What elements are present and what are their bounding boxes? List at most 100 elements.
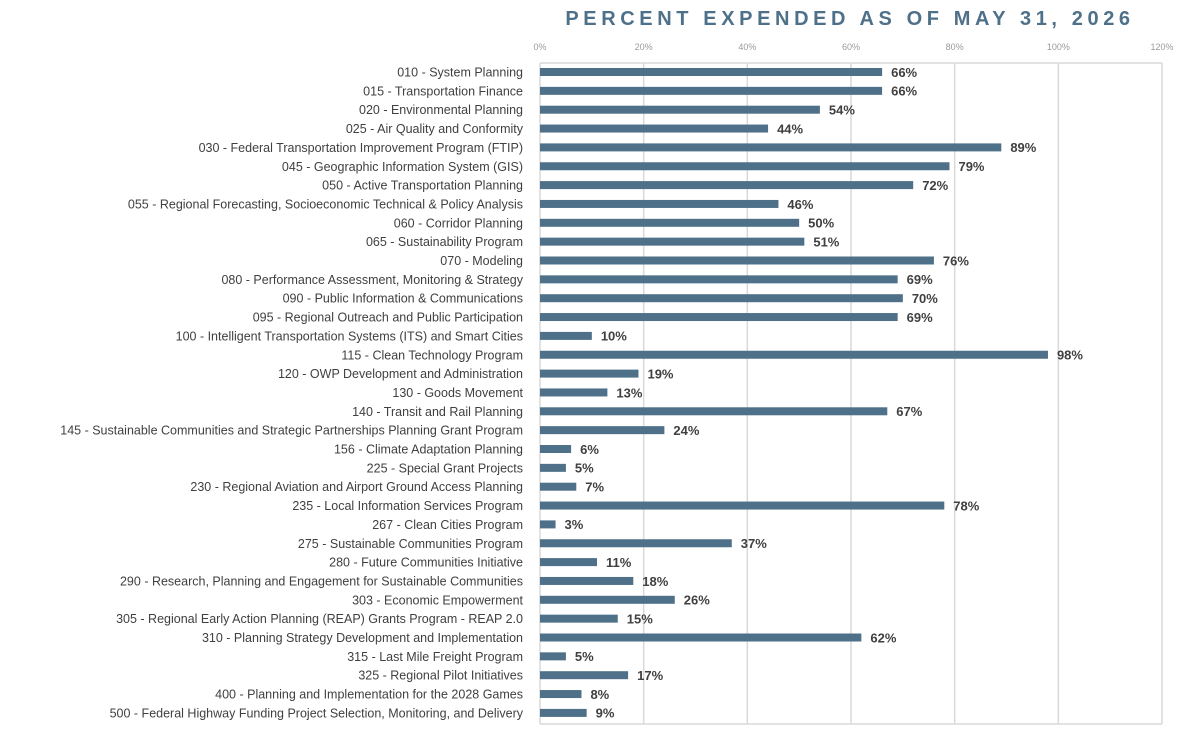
data-label: 46%: [787, 197, 813, 212]
bar: [540, 218, 800, 227]
category-label: 065 - Sustainability Program: [366, 235, 523, 249]
category-label: 225 - Special Grant Projects: [367, 461, 523, 475]
data-label: 15%: [627, 611, 653, 626]
bar: [540, 181, 914, 190]
bar: [540, 86, 883, 95]
category-label: 310 - Planning Strategy Development and …: [202, 631, 523, 645]
data-label: 24%: [673, 423, 699, 438]
data-label: 70%: [912, 291, 938, 306]
bar: [540, 199, 779, 208]
x-tick-label: 0%: [533, 42, 546, 52]
bar: [540, 539, 732, 548]
bar: [540, 463, 566, 472]
category-label: 275 - Sustainable Communities Program: [298, 537, 523, 551]
bar: [540, 237, 805, 246]
x-tick-label: 100%: [1047, 42, 1070, 52]
bar: [540, 105, 820, 114]
x-tick-label: 20%: [635, 42, 653, 52]
data-label: 18%: [642, 574, 668, 589]
bar: [540, 313, 898, 322]
category-label: 315 - Last Mile Freight Program: [347, 650, 523, 664]
category-label: 140 - Transit and Rail Planning: [352, 405, 523, 419]
category-label: 095 - Regional Outreach and Public Parti…: [253, 311, 523, 325]
data-label: 44%: [777, 121, 803, 136]
bar: [540, 426, 665, 435]
data-label: 72%: [922, 178, 948, 193]
data-label: 66%: [891, 84, 917, 99]
category-labels: 010 - System Planning 015 - Transportatio…: [60, 66, 523, 721]
category-label: 030 - Federal Transportation Improvement…: [199, 141, 523, 155]
data-label: 13%: [616, 385, 642, 400]
bar: [540, 407, 888, 416]
data-label: 78%: [953, 498, 979, 513]
bar: [540, 162, 950, 171]
data-label: 7%: [585, 480, 604, 495]
data-label: 37%: [741, 536, 767, 551]
x-tick-label: 40%: [738, 42, 756, 52]
bar: [540, 690, 582, 699]
bar: [540, 256, 934, 265]
category-label: 090 - Public Information & Communication…: [283, 292, 523, 306]
bar: [540, 369, 639, 378]
bar: [540, 708, 587, 717]
category-label: 267 - Clean Cities Program: [372, 518, 523, 532]
data-label: 9%: [596, 706, 615, 721]
data-label: 89%: [1010, 140, 1036, 155]
bar: [540, 501, 945, 510]
data-label: 79%: [958, 159, 984, 174]
data-label: 17%: [637, 668, 663, 683]
data-label: 69%: [907, 272, 933, 287]
data-label: 8%: [590, 687, 609, 702]
category-label: 235 - Local Information Services Program: [292, 499, 523, 513]
bar: [540, 350, 1048, 359]
x-tick-label: 120%: [1150, 42, 1173, 52]
category-label: 400 - Planning and Implementation for th…: [215, 688, 523, 702]
bar: [540, 482, 577, 491]
category-label: 010 - System Planning: [397, 66, 523, 80]
bar: [540, 671, 629, 680]
bar: [540, 143, 1002, 152]
bar: [540, 576, 634, 585]
data-label: 76%: [943, 253, 969, 268]
bar: [540, 331, 592, 340]
category-label: 280 - Future Communities Initiative: [329, 556, 523, 570]
category-label: 303 - Economic Empowerment: [352, 593, 523, 607]
bar: [540, 633, 862, 642]
category-label: 080 - Performance Assessment, Monitoring…: [221, 273, 523, 287]
data-label: 3%: [565, 517, 584, 532]
data-label: 54%: [829, 103, 855, 118]
category-label: 230 - Regional Aviation and Airport Grou…: [190, 480, 523, 494]
x-tick-label: 80%: [946, 42, 964, 52]
data-label: 50%: [808, 216, 834, 231]
category-label: 500 - Federal Highway Funding Project Se…: [110, 706, 524, 720]
bar: [540, 520, 556, 529]
category-label: 025 - Air Quality and Conformity: [346, 122, 524, 136]
category-label: 050 - Active Transportation Planning: [322, 179, 523, 193]
bar: [540, 652, 566, 661]
data-label: 66%: [891, 65, 917, 80]
bar: [540, 595, 675, 604]
bar: [540, 558, 598, 567]
x-tick-label: 60%: [842, 42, 860, 52]
category-label: 325 - Regional Pilot Initiatives: [358, 669, 523, 683]
bar: [540, 68, 883, 76]
category-label: 070 - Modeling: [440, 254, 523, 268]
data-label: 6%: [580, 442, 599, 457]
category-label: 290 - Research, Planning and Engagement …: [120, 574, 523, 588]
bar: [540, 614, 618, 623]
data-labels: 66% 66% 54% 44% 89% 79% 72% 46% 50% 51% 76% 69% 70% 6…: [565, 65, 1084, 721]
bar: [540, 388, 608, 397]
category-label: 145 - Sustainable Communities and Strate…: [60, 424, 523, 438]
category-label: 130 - Goods Movement: [392, 386, 523, 400]
category-label: 100 - Intelligent Transportation Systems…: [176, 329, 523, 343]
category-label: 305 - Regional Early Action Planning (RE…: [116, 612, 523, 626]
bar: [540, 275, 898, 284]
data-label: 10%: [601, 329, 627, 344]
bar: [540, 294, 903, 303]
category-label: 015 - Transportation Finance: [363, 84, 523, 98]
data-label: 67%: [896, 404, 922, 419]
category-label: 120 - OWP Development and Administration: [278, 367, 523, 381]
x-axis-ticks: 0% 20% 40% 60% 80% 100% 120%: [533, 42, 1173, 52]
bar: [540, 124, 769, 133]
